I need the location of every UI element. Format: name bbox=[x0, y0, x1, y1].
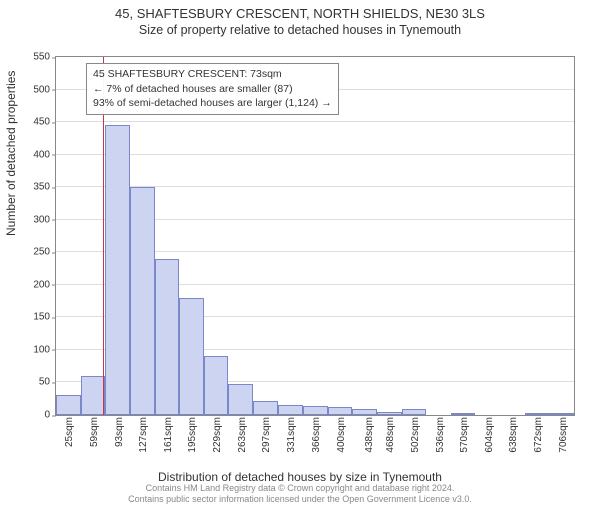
histogram-bar bbox=[204, 356, 229, 415]
histogram-bar bbox=[56, 395, 81, 415]
y-tick: 450 bbox=[33, 117, 56, 128]
x-tick: 604sqm bbox=[484, 415, 495, 453]
x-tick: 706sqm bbox=[558, 415, 569, 453]
x-tick: 331sqm bbox=[286, 415, 297, 453]
info-line-1: 45 SHAFTESBURY CRESCENT: 73sqm bbox=[93, 67, 332, 82]
y-tick: 50 bbox=[39, 377, 56, 388]
y-tick: 150 bbox=[33, 312, 56, 323]
x-tick: 638sqm bbox=[508, 415, 519, 453]
x-tick: 59sqm bbox=[89, 415, 100, 447]
x-tick: 468sqm bbox=[385, 415, 396, 453]
y-tick: 550 bbox=[33, 52, 56, 63]
gridline bbox=[56, 121, 574, 122]
credit-line-1: Contains HM Land Registry data © Crown c… bbox=[0, 483, 600, 494]
chart-container: 45, SHAFTESBURY CRESCENT, NORTH SHIELDS,… bbox=[0, 6, 600, 506]
histogram-bar bbox=[179, 298, 204, 415]
chart-subtitle: Size of property relative to detached ho… bbox=[0, 23, 600, 37]
info-line-2: ← 7% of detached houses are smaller (87) bbox=[93, 82, 332, 97]
x-tick: 400sqm bbox=[336, 415, 347, 453]
x-tick: 127sqm bbox=[138, 415, 149, 453]
y-axis-label: Number of detached properties bbox=[4, 71, 18, 236]
x-axis-label: Distribution of detached houses by size … bbox=[0, 470, 600, 484]
x-tick: 502sqm bbox=[410, 415, 421, 453]
histogram-bar bbox=[81, 376, 106, 415]
x-tick: 297sqm bbox=[261, 415, 272, 453]
info-line-3: 93% of semi-detached houses are larger (… bbox=[93, 96, 332, 111]
x-tick: 366sqm bbox=[311, 415, 322, 453]
histogram-bar bbox=[155, 259, 180, 415]
x-tick: 263sqm bbox=[237, 415, 248, 453]
x-tick: 25sqm bbox=[64, 415, 75, 447]
histogram-bar bbox=[253, 401, 278, 415]
y-tick: 300 bbox=[33, 214, 56, 225]
x-tick: 438sqm bbox=[364, 415, 375, 453]
histogram-bar bbox=[328, 407, 353, 415]
histogram-bar bbox=[130, 187, 155, 415]
x-tick: 672sqm bbox=[533, 415, 544, 453]
histogram-bar bbox=[278, 405, 303, 415]
y-tick: 350 bbox=[33, 182, 56, 193]
x-tick: 570sqm bbox=[459, 415, 470, 453]
info-box: 45 SHAFTESBURY CRESCENT: 73sqm ← 7% of d… bbox=[86, 63, 339, 115]
x-tick: 536sqm bbox=[435, 415, 446, 453]
gridline bbox=[56, 154, 574, 155]
chart-title: 45, SHAFTESBURY CRESCENT, NORTH SHIELDS,… bbox=[0, 6, 600, 21]
y-tick: 250 bbox=[33, 247, 56, 258]
credit-text: Contains HM Land Registry data © Crown c… bbox=[0, 483, 600, 505]
x-tick: 93sqm bbox=[114, 415, 125, 447]
y-tick: 500 bbox=[33, 84, 56, 95]
x-tick: 195sqm bbox=[187, 415, 198, 453]
histogram-bar bbox=[105, 125, 130, 415]
x-tick: 161sqm bbox=[163, 415, 174, 453]
y-tick: 200 bbox=[33, 279, 56, 290]
y-tick: 100 bbox=[33, 344, 56, 355]
plot-area: 45 SHAFTESBURY CRESCENT: 73sqm ← 7% of d… bbox=[55, 56, 575, 416]
x-tick: 229sqm bbox=[212, 415, 223, 453]
y-tick: 0 bbox=[44, 410, 56, 421]
y-tick: 400 bbox=[33, 149, 56, 160]
histogram-bar bbox=[228, 384, 253, 415]
histogram-bar bbox=[303, 406, 328, 415]
